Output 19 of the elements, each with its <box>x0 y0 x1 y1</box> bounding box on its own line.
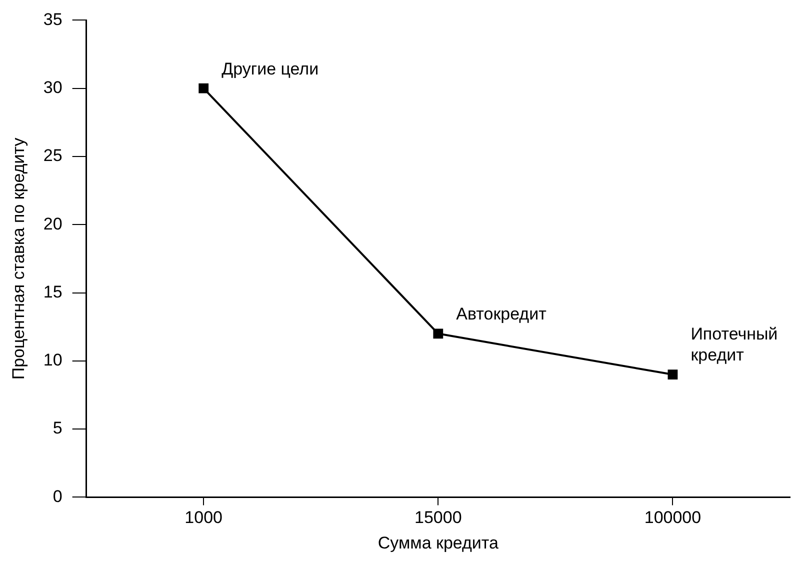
point <box>433 328 444 339</box>
point <box>198 83 209 94</box>
x-tick-label: 100000 <box>644 508 702 528</box>
y-tick-label: 15 <box>43 282 62 302</box>
x-axis-title: Сумма кредита <box>378 533 499 552</box>
annotation: Автокредит <box>456 304 547 324</box>
annotation: Другие цели <box>222 59 319 78</box>
point <box>668 370 678 380</box>
y-tick-label: 5 <box>52 418 62 438</box>
y-axis-title: Процентная ставка по кредиту <box>8 137 28 380</box>
x-tick-label: 15000 <box>414 508 462 528</box>
y-tick-label: 35 <box>43 10 62 29</box>
y-tick-label: 25 <box>43 146 62 166</box>
annotation: Ипотечный кредит <box>690 324 778 365</box>
y-tick-label: 30 <box>43 78 62 98</box>
x-tick-label: 1000 <box>184 508 223 528</box>
y-tick-label: 20 <box>43 214 62 234</box>
y-tick-label: 10 <box>43 350 62 370</box>
y-tick-label: 0 <box>52 486 62 506</box>
